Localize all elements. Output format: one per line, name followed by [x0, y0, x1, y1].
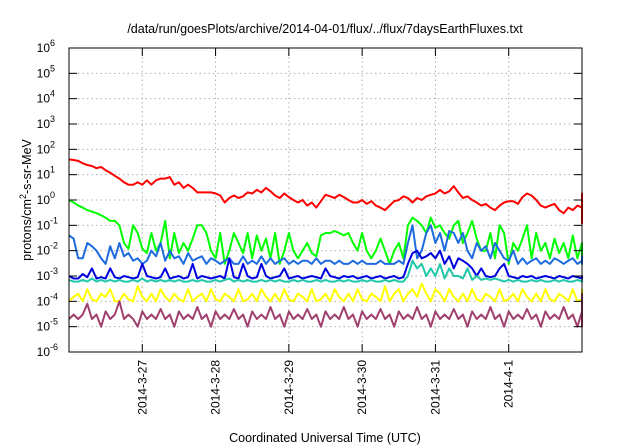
y-tick-base: 10: [37, 218, 51, 232]
x-axis: 2014-3-27 2014-3-28 2014-3-29 2014-3-30 2014…: [135, 48, 516, 415]
y-axis: 10-610-510-410-310-210-11001011021031041…: [37, 38, 582, 359]
y-tick-label: 100: [37, 190, 55, 207]
x-axis-label: Coordinated Universal Time (UTC): [229, 431, 421, 445]
x-tick-label: 2014-3-31: [428, 360, 442, 415]
y-axis-label: protons/cm2-s-sr-MeV: [18, 138, 34, 260]
y-tick-exponent: -5: [50, 317, 58, 327]
y-tick-exponent: -6: [50, 342, 58, 352]
y-tick-base: 10: [37, 294, 51, 308]
y-tick-label: 106: [37, 38, 55, 55]
y-tick-base: 10: [37, 345, 51, 359]
y-tick-base: 10: [37, 41, 51, 55]
y-tick-exponent: -3: [50, 266, 58, 276]
y-tick-base: 10: [37, 269, 51, 283]
y-tick-base: 10: [37, 117, 51, 131]
y-axis-label-sup: 2: [18, 194, 28, 199]
x-tick-label: 2014-3-27: [135, 360, 149, 415]
y-tick-base: 10: [37, 193, 51, 207]
y-tick-base: 10: [37, 320, 51, 334]
y-tick-exponent: 4: [50, 89, 55, 99]
y-tick-base: 10: [37, 244, 51, 258]
y-tick-label: 10-5: [37, 317, 58, 334]
chart-title: /data/run/goesPlots/archive/2014-04-01/f…: [127, 22, 523, 36]
x-tick-label: 2014-3-29: [282, 360, 296, 415]
flux-series-6: [68, 282, 583, 303]
y-tick-base: 10: [37, 142, 51, 156]
flux-series-2: [68, 199, 583, 265]
x-tick-label: 2014-3-28: [209, 360, 223, 415]
y-tick-base: 10: [37, 66, 51, 80]
y-axis-label-base: protons/cm: [20, 199, 34, 261]
y-tick-exponent: 0: [50, 190, 55, 200]
y-tick-exponent: 1: [50, 165, 55, 175]
y-tick-exponent: -2: [50, 241, 58, 251]
flux-series-7: [68, 292, 583, 328]
y-axis-label-rest: -s-sr-MeV: [20, 138, 34, 194]
y-tick-label: 102: [37, 139, 55, 156]
y-tick-exponent: 5: [50, 63, 55, 73]
y-tick-label: 101: [37, 165, 55, 182]
y-tick-base: 10: [37, 168, 51, 182]
y-tick-exponent: -4: [50, 291, 58, 301]
y-tick-label: 10-1: [37, 215, 58, 232]
y-tick-label: 10-3: [37, 266, 58, 283]
y-tick-exponent: 6: [50, 38, 55, 48]
y-tick-exponent: 2: [50, 139, 55, 149]
y-tick-label: 10-6: [37, 342, 58, 359]
grid: [69, 48, 582, 352]
flux-series-4: [68, 249, 583, 280]
y-tick-label: 10-2: [37, 241, 58, 258]
y-tick-label: 105: [37, 63, 55, 80]
flux-series-1: [68, 158, 583, 225]
y-tick-exponent: 3: [50, 114, 55, 124]
y-tick-label: 10-4: [37, 291, 58, 308]
x-tick-label: 2014-3-30: [355, 360, 369, 415]
y-tick-label: 104: [37, 89, 55, 106]
y-tick-exponent: -1: [50, 215, 58, 225]
x-tick-label: 2014-4-1: [502, 360, 516, 408]
y-tick-label: 103: [37, 114, 55, 131]
y-tick-base: 10: [37, 92, 51, 106]
